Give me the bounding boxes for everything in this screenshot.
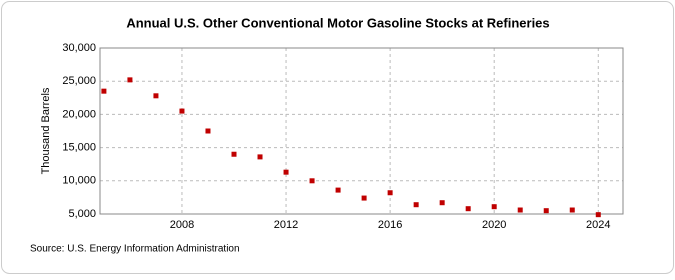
y-tick-label: 10,000 [62,175,96,187]
point [257,154,263,160]
point [101,88,107,94]
point [517,207,523,213]
x-tick-label: 2020 [482,219,506,231]
point [413,202,419,208]
y-tick-label: 15,000 [62,142,96,154]
x-tick-label: 2016 [378,219,402,231]
frame [1,1,674,274]
point [569,207,575,213]
x-tick-label: 2012 [274,219,298,231]
chart-title: Annual U.S. Other Conventional Motor Gas… [126,15,549,30]
y-axis-label: Thousand Barrels [40,87,52,174]
point [439,200,445,206]
x-tick-label: 2024 [586,219,610,231]
point [153,93,159,99]
point [543,208,549,214]
point [361,195,367,201]
point [491,204,497,210]
point [179,108,185,114]
y-tick-label: 20,000 [62,108,96,120]
point [465,206,471,212]
y-tick-label: 5,000 [68,208,96,220]
point [309,178,315,184]
x-tick-label: 2008 [170,219,194,231]
point [127,77,133,83]
point [387,190,393,196]
y-tick-label: 25,000 [62,75,96,87]
point [205,128,211,134]
y-tick-label: 30,000 [62,42,96,54]
plot-area [99,47,624,215]
point [283,169,289,175]
source: Source: U.S. Energy Information Administ… [30,244,240,255]
point [595,212,601,218]
point [335,187,341,193]
point [231,151,237,157]
